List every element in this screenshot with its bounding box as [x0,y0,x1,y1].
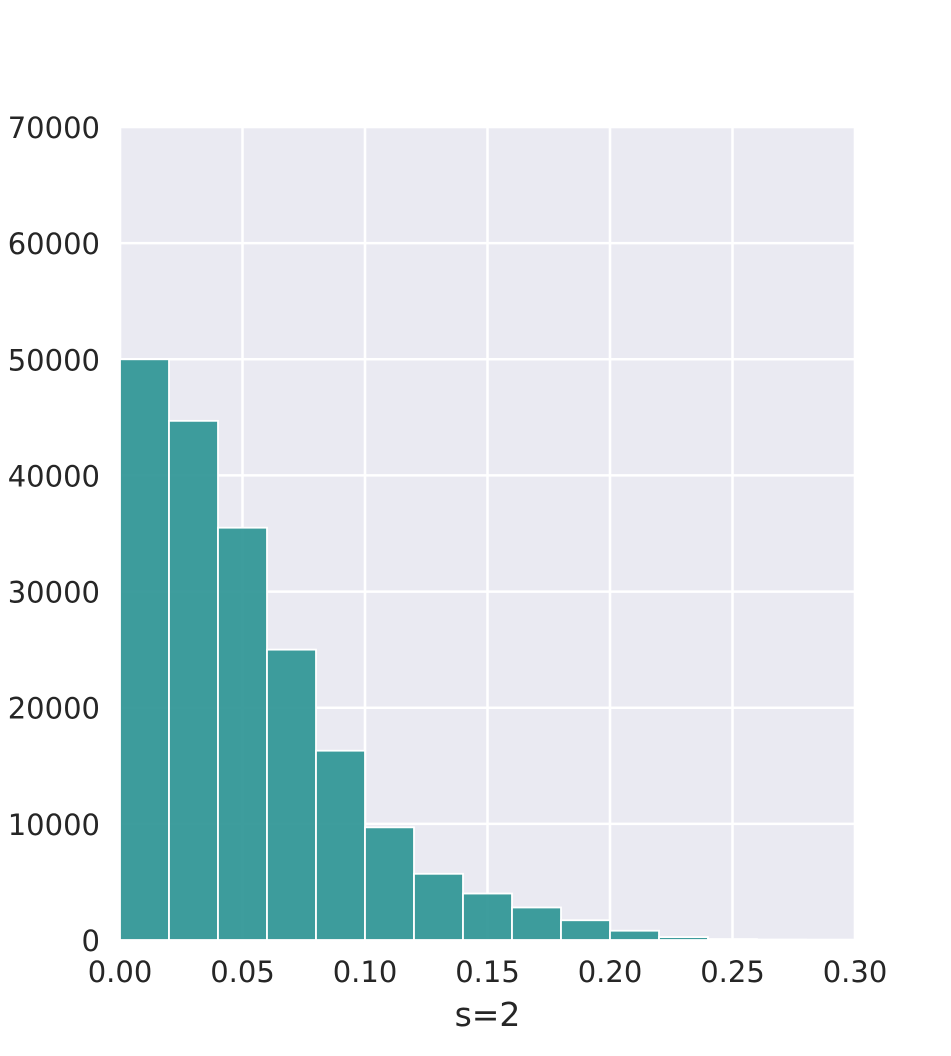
y-tick-label: 50000 [8,343,100,377]
x-tick-label: 0.00 [88,955,153,989]
histogram-bar [609,929,660,941]
y-tick-label: 20000 [8,692,100,726]
histogram-bar [413,872,464,941]
histogram-bar [364,826,415,941]
histogram-bar [217,526,268,941]
y-tick-label: 40000 [8,459,100,493]
histogram-bar [119,358,170,941]
histogram-bar [560,919,611,941]
y-tick-label: 30000 [8,576,100,610]
y-tick-label: 10000 [8,808,100,842]
x-axis-ticks: 0.00 0.05 0.10 0.15 0.20 0.25 0.30 [88,955,888,989]
y-tick-label: 70000 [8,111,100,145]
histogram-bar [707,938,758,941]
histogram-bar [266,648,317,941]
y-tick-label: 60000 [8,227,100,261]
histogram-bars [119,358,856,941]
x-tick-label: 0.30 [823,955,888,989]
x-tick-label: 0.05 [210,955,275,989]
histogram-bar [315,749,366,941]
histogram-bar [658,936,709,941]
histogram-bar [462,892,513,941]
x-tick-label: 0.20 [578,955,643,989]
y-tick-label: 0 [82,924,100,958]
x-axis-label: s=2 [455,995,521,1034]
y-axis-ticks: 0 10000 20000 30000 40000 50000 60000 70000 [8,111,100,958]
histogram-bar [511,906,562,941]
histogram-bar [168,419,219,941]
x-tick-label: 0.10 [333,955,398,989]
x-tick-label: 0.25 [700,955,765,989]
x-tick-label: 0.15 [455,955,520,989]
